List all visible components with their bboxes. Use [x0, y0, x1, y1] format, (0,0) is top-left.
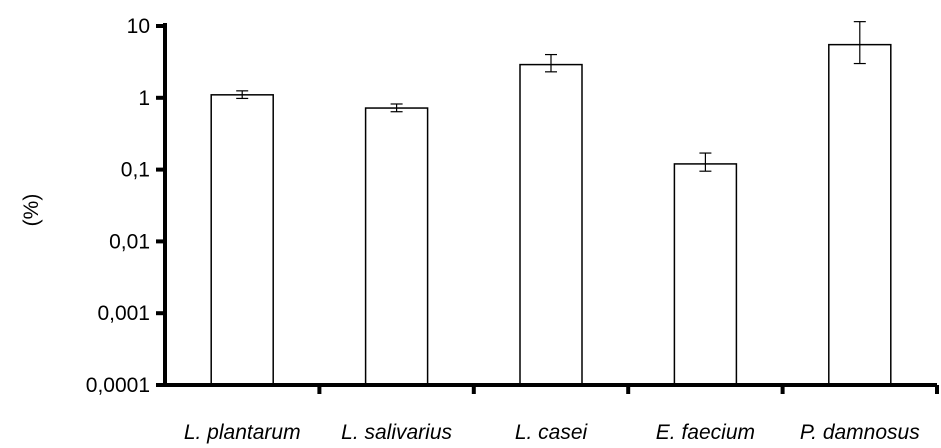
y-tick-label-4: 1	[138, 87, 150, 110]
bar-2	[519, 63, 583, 386]
y-axis-title: (%)	[20, 194, 43, 227]
category-label-1: L. salivarius	[341, 421, 452, 444]
axes-layer	[156, 23, 939, 394]
bars-layer	[210, 43, 892, 386]
bar-3	[673, 163, 738, 386]
y-tick-label-1: 0,001	[97, 302, 150, 325]
bar-1	[364, 107, 429, 386]
y-tick-label-0: 0,0001	[86, 374, 150, 397]
bar-4	[828, 43, 892, 386]
y-tick-label-5: 10	[127, 15, 150, 38]
y-tick-label-2: 0,01	[109, 230, 150, 253]
category-label-3: E. faecium	[656, 421, 755, 444]
y-tick-label-3: 0,1	[121, 159, 150, 182]
error-bars-layer	[236, 21, 866, 172]
category-label-2: L. casei	[515, 421, 589, 444]
category-label-0: L. plantarum	[184, 421, 301, 444]
labels-layer: L. plantarum L. salivarius L. casei E. faec…	[86, 15, 920, 444]
category-label-4: P. damnosus	[800, 421, 920, 444]
bar-0	[210, 94, 274, 386]
